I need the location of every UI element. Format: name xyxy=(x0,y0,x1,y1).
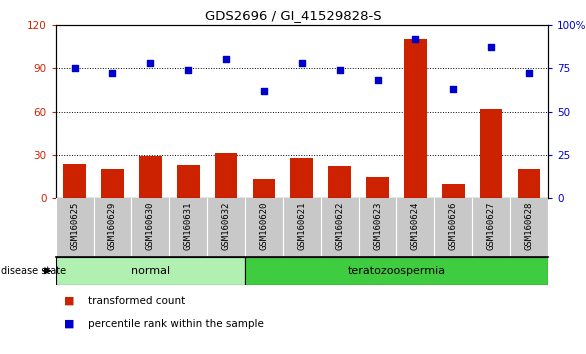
Text: percentile rank within the sample: percentile rank within the sample xyxy=(88,319,264,329)
Bar xyxy=(517,169,540,198)
Text: GSM160624: GSM160624 xyxy=(411,201,420,250)
Bar xyxy=(328,166,351,198)
Text: normal: normal xyxy=(131,266,170,276)
Text: GSM160626: GSM160626 xyxy=(449,201,458,250)
Bar xyxy=(63,164,86,198)
Point xyxy=(448,86,458,92)
Text: GSM160622: GSM160622 xyxy=(335,201,344,250)
Bar xyxy=(139,156,162,198)
Text: disease state: disease state xyxy=(1,266,66,276)
Text: GSM160623: GSM160623 xyxy=(373,201,382,250)
Point xyxy=(70,65,79,71)
Point xyxy=(108,70,117,76)
Text: GSM160627: GSM160627 xyxy=(486,201,496,250)
Text: GSM160628: GSM160628 xyxy=(524,201,533,250)
Point xyxy=(222,57,231,62)
Text: GSM160625: GSM160625 xyxy=(70,201,79,250)
Point xyxy=(297,60,306,66)
Point xyxy=(524,70,534,76)
Text: ■: ■ xyxy=(64,319,75,329)
Text: teratozoospermia: teratozoospermia xyxy=(347,266,445,276)
Bar xyxy=(404,39,427,198)
Bar xyxy=(291,158,313,198)
Bar xyxy=(366,177,389,198)
Bar xyxy=(442,184,465,198)
Bar xyxy=(480,109,502,198)
Bar xyxy=(253,179,275,198)
Point xyxy=(411,36,420,41)
Text: transformed count: transformed count xyxy=(88,296,185,306)
Bar xyxy=(177,165,200,198)
Bar xyxy=(214,153,237,198)
Bar xyxy=(56,257,245,285)
Point xyxy=(373,78,382,83)
Text: GSM160620: GSM160620 xyxy=(260,201,268,250)
Bar xyxy=(245,257,548,285)
Text: GSM160631: GSM160631 xyxy=(183,201,193,250)
Text: GSM160629: GSM160629 xyxy=(108,201,117,250)
Point xyxy=(486,45,496,50)
Point xyxy=(183,67,193,73)
Point xyxy=(146,60,155,66)
Text: GDS2696 / GI_41529828-S: GDS2696 / GI_41529828-S xyxy=(205,9,381,22)
Text: GSM160621: GSM160621 xyxy=(297,201,306,250)
Bar xyxy=(101,169,124,198)
Text: ■: ■ xyxy=(64,296,75,306)
Text: GSM160630: GSM160630 xyxy=(146,201,155,250)
Text: GSM160632: GSM160632 xyxy=(222,201,230,250)
Point xyxy=(259,88,268,93)
Point xyxy=(335,67,345,73)
